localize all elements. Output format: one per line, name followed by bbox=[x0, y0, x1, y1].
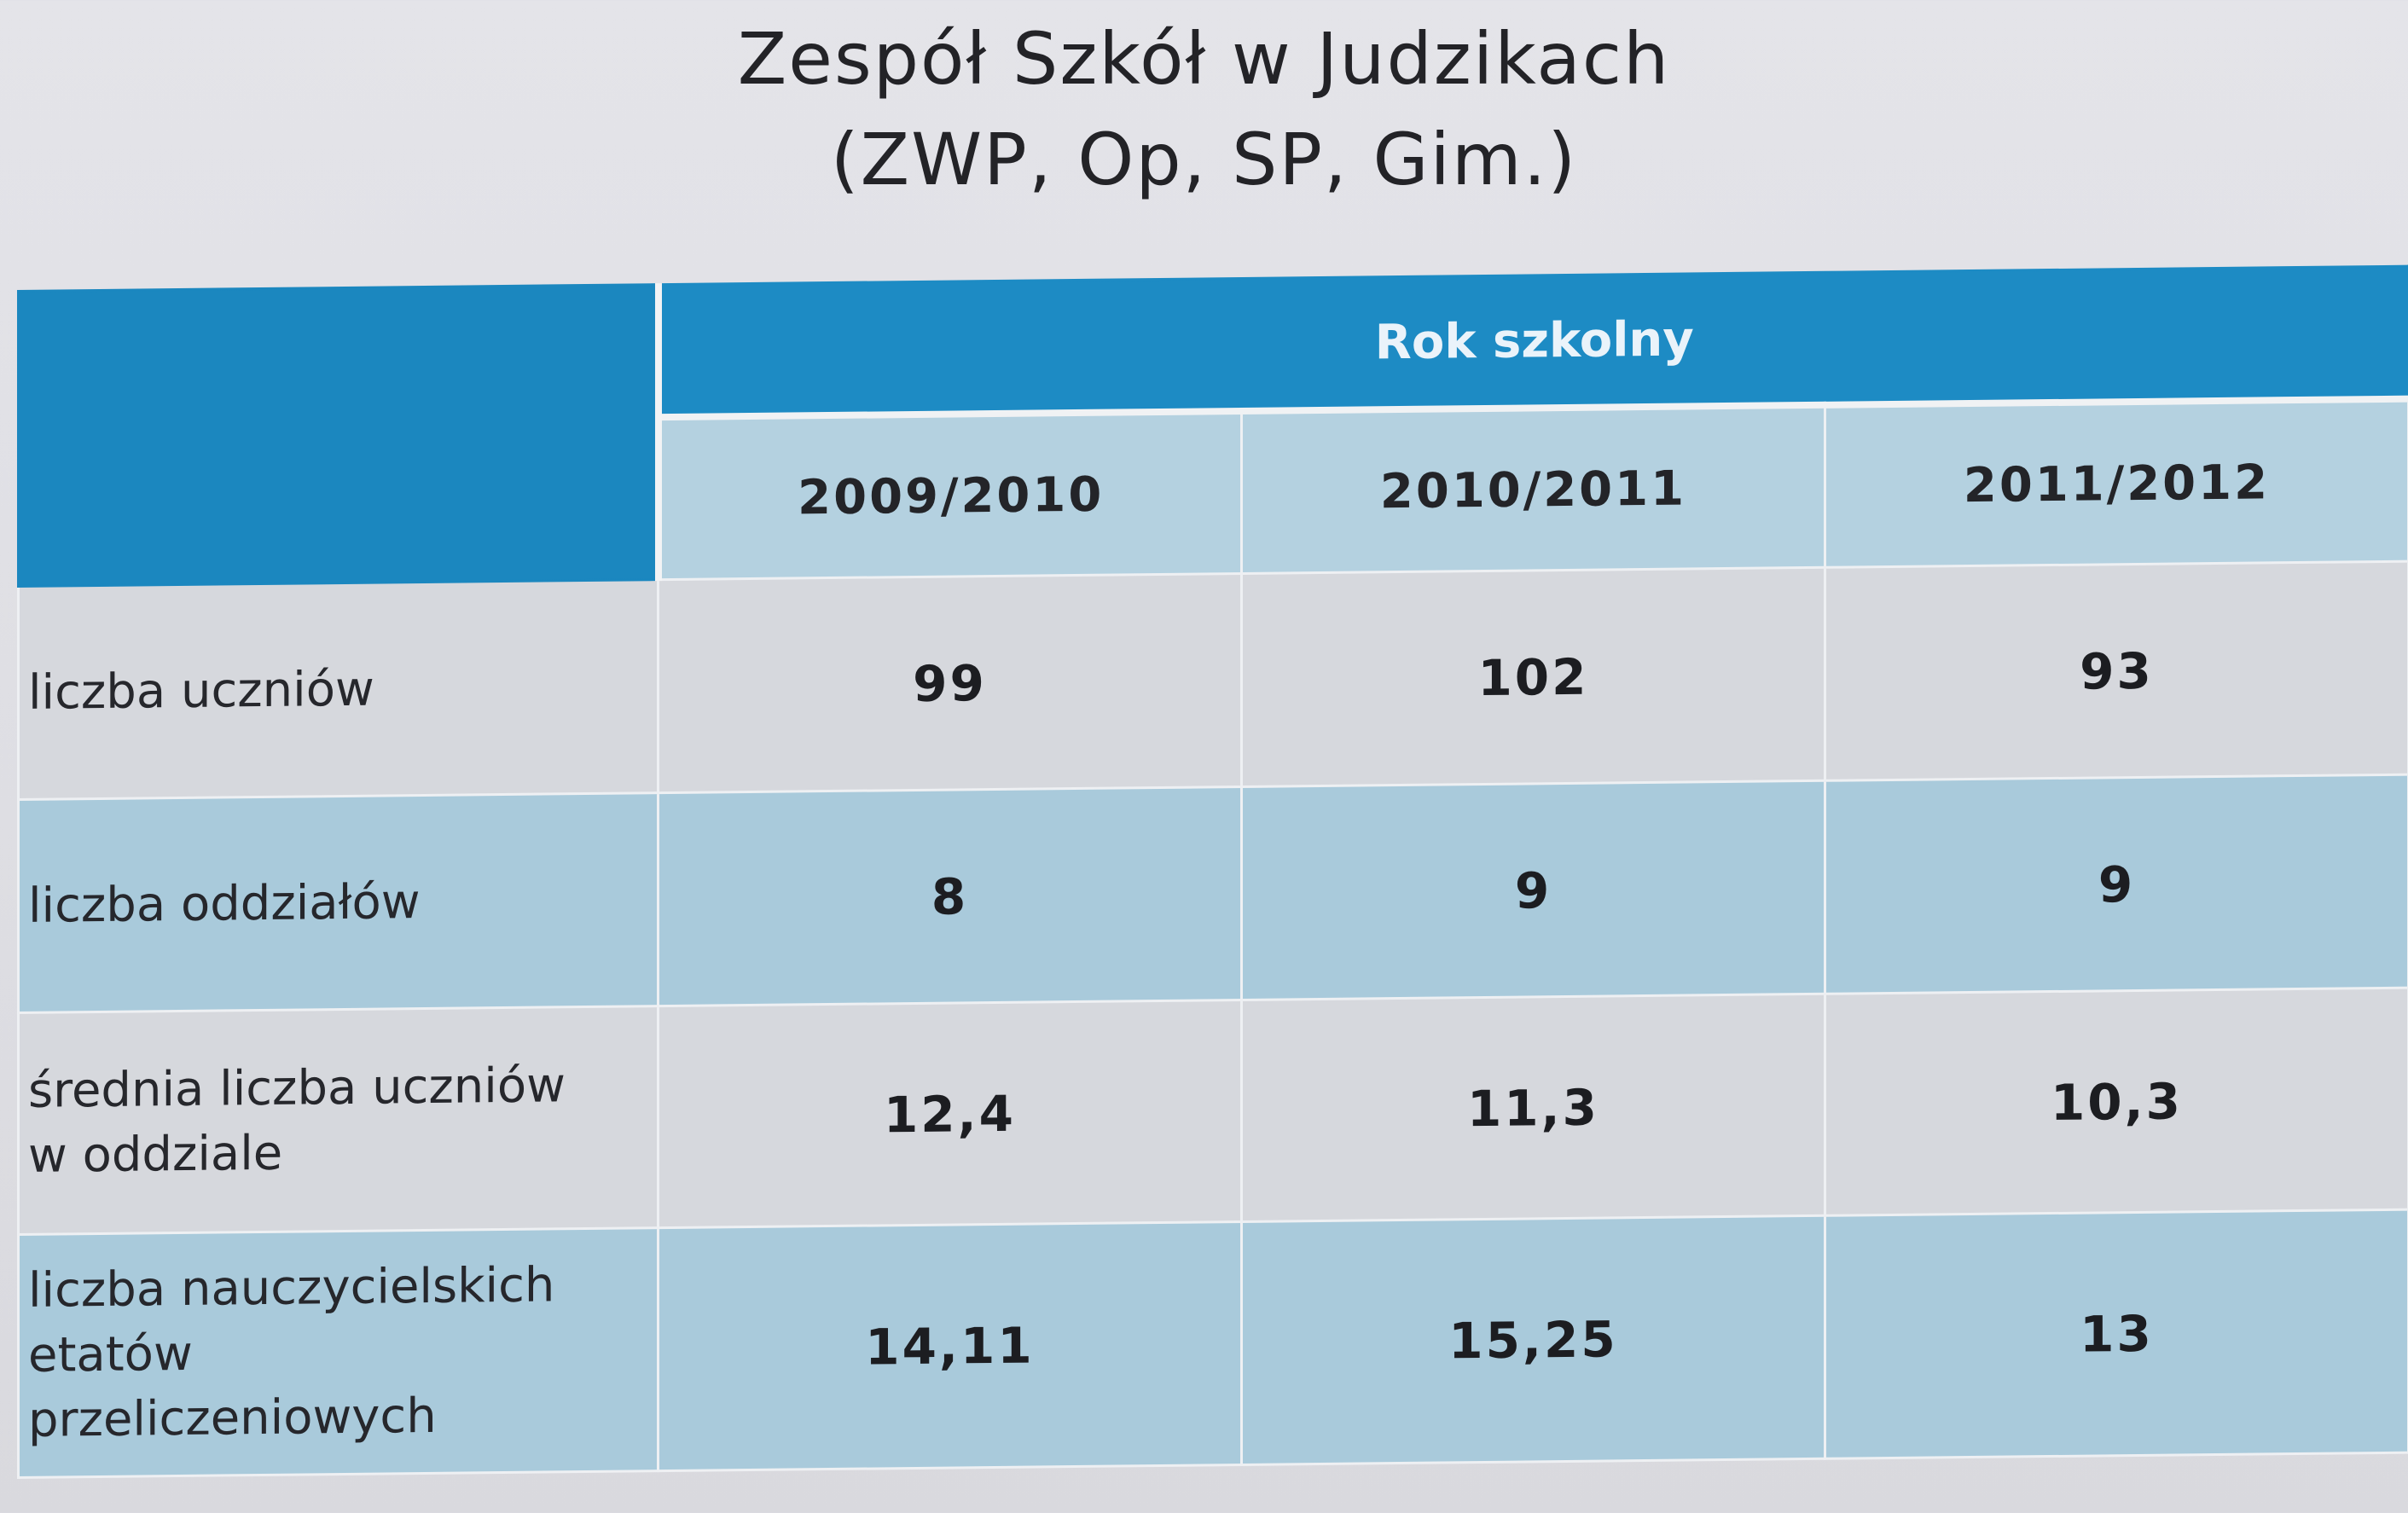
table-cell: 11,3 bbox=[1241, 994, 1825, 1222]
year-header-2010-2011: 2010/2011 bbox=[1241, 404, 1825, 574]
table-cell: 93 bbox=[1825, 561, 2408, 781]
row-label: liczba oddziałów bbox=[18, 792, 659, 1013]
table-cell: 99 bbox=[658, 573, 1242, 793]
row-label: średnia liczba uczniów w oddziale bbox=[18, 1006, 659, 1235]
page-title: Zespół Szkół w Judzikach (ZWP, Op, SP, G… bbox=[0, 9, 2408, 210]
stats-table-wrapper: Rok szkolny 2009/2010 2010/2011 2011/201… bbox=[17, 265, 2408, 1478]
year-header-2011-2012: 2011/2012 bbox=[1825, 398, 2408, 568]
table-cell: 8 bbox=[658, 786, 1242, 1006]
table-cell: 13 bbox=[1825, 1209, 2408, 1459]
table-row-students: liczba uczniów 99 102 93 bbox=[18, 561, 2408, 800]
school-year-header: Rok szkolny bbox=[658, 266, 2408, 418]
table-cell: 9 bbox=[1241, 780, 1825, 1000]
year-header-2009-2010: 2009/2010 bbox=[658, 410, 1242, 580]
table-row-teacher-positions: liczba nauczycielskich etatów przeliczen… bbox=[18, 1209, 2408, 1478]
title-line-1: Zespół Szkół w Judzikach bbox=[737, 17, 1671, 101]
table-cell: 15,25 bbox=[1241, 1215, 1825, 1465]
table-row-classes: liczba oddziałów 8 9 9 bbox=[18, 774, 2408, 1013]
table-cell: 9 bbox=[1825, 774, 2408, 994]
school-stats-table: Rok szkolny 2009/2010 2010/2011 2011/201… bbox=[17, 265, 2408, 1479]
table-cell: 12,4 bbox=[658, 1000, 1242, 1228]
table-row-average-students: średnia liczba uczniów w oddziale 12,4 1… bbox=[18, 988, 2408, 1235]
table-cell: 14,11 bbox=[658, 1221, 1242, 1471]
row-label: liczba uczniów bbox=[18, 579, 659, 800]
table-corner-cell bbox=[18, 284, 659, 587]
row-label: liczba nauczycielskich etatów przeliczen… bbox=[18, 1227, 659, 1478]
table-cell: 102 bbox=[1241, 567, 1825, 787]
title-line-2: (ZWP, Op, SP, Gim.) bbox=[830, 118, 1578, 201]
table-cell: 10,3 bbox=[1825, 988, 2408, 1216]
